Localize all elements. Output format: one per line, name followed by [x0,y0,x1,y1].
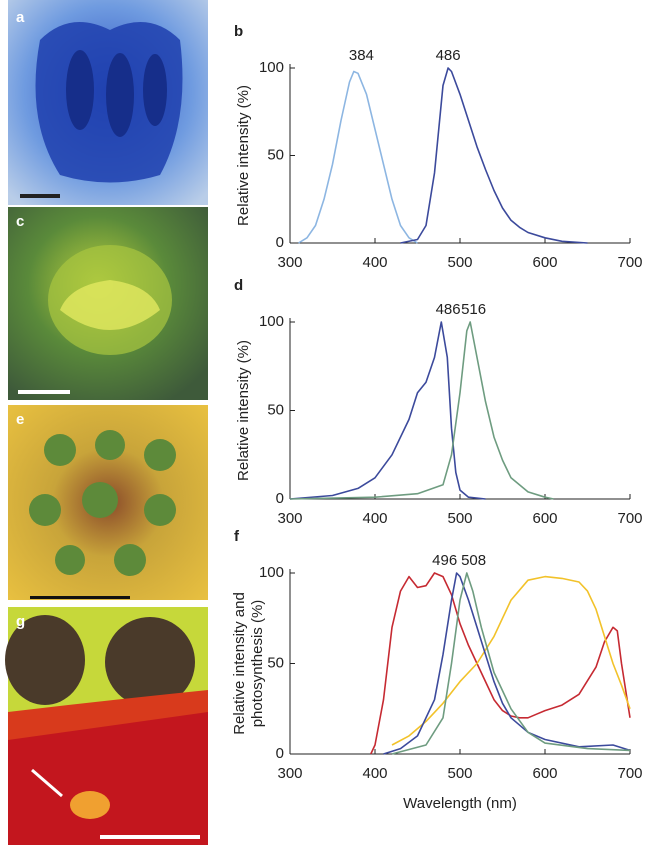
panel-label: e [16,411,24,428]
series-line [400,67,588,244]
x-tick-label: 700 [617,765,642,782]
series-line [391,575,631,746]
y-axis-label: Relative intensity and [231,592,248,735]
peak-label: 496 [432,552,457,569]
panel-label: f [234,528,240,545]
series-line [289,321,486,500]
y-axis-label: photosynthesis (%) [249,600,266,728]
x-tick-label: 400 [362,254,387,271]
series-line [289,321,554,500]
x-tick-label: 500 [447,254,472,271]
peak-label: 486 [436,47,461,64]
panel-label: a [16,9,25,26]
panel-label: g [16,613,25,630]
panel-label: d [234,277,243,294]
x-tick-label: 300 [277,765,302,782]
y-tick-label: 50 [267,401,284,418]
panel-label: b [234,23,243,40]
peak-label: 516 [461,301,486,318]
x-tick-label: 700 [617,510,642,527]
series-line [298,70,418,244]
x-tick-label: 400 [362,510,387,527]
series-line [383,572,631,755]
y-tick-label: 100 [259,59,284,76]
peak-label: 486 [436,301,461,318]
x-tick-label: 600 [532,510,557,527]
y-tick-label: 50 [267,146,284,163]
panel-label: c [16,213,24,230]
x-axis-label: Wavelength (nm) [403,795,517,812]
photo-g [5,607,208,845]
photo-e [8,405,208,600]
y-tick-label: 0 [276,745,284,762]
y-axis-label: Relative intensity (%) [235,85,252,226]
series-line [391,572,631,755]
x-tick-label: 300 [277,510,302,527]
series-line [370,572,631,755]
photo-c [8,207,208,400]
y-tick-label: 0 [276,490,284,507]
x-tick-label: 500 [447,510,472,527]
x-tick-label: 400 [362,765,387,782]
x-tick-label: 300 [277,254,302,271]
x-tick-label: 600 [532,765,557,782]
y-axis-label: Relative intensity (%) [235,340,252,481]
photo-a [8,0,208,205]
x-tick-label: 600 [532,254,557,271]
y-tick-label: 100 [259,313,284,330]
peak-label: 508 [461,552,486,569]
y-tick-label: 0 [276,234,284,251]
x-tick-label: 500 [447,765,472,782]
y-tick-label: 50 [267,654,284,671]
peak-label: 384 [349,47,374,64]
x-tick-label: 700 [617,254,642,271]
y-tick-label: 100 [259,564,284,581]
